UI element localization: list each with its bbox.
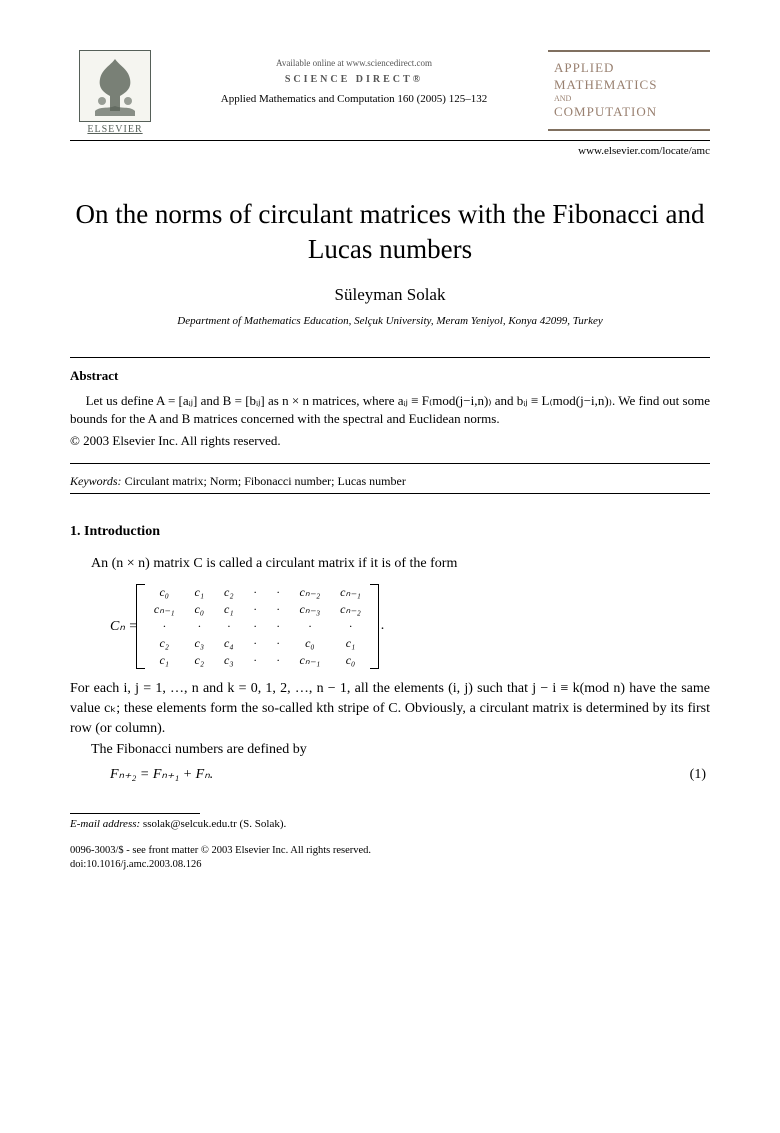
matrix-row: c₂c₃c₄··c₀c₁ [144,635,371,652]
front-matter: 0096-3003/$ - see front matter © 2003 El… [70,844,710,871]
keywords-label: Keywords: [70,474,122,488]
copyright-text: © 2003 Elsevier Inc. All rights reserved… [70,433,710,449]
header-center: Available online at www.sciencedirect.co… [160,50,548,105]
intro-paragraph-3: The Fibonacci numbers are defined by [70,740,710,760]
journal-box-line: APPLIED [554,60,704,77]
matrix-brackets: c₀c₁c₂··cₙ₋₂cₙ₋₁ cₙ₋₁c₀c₁··cₙ₋₃cₙ₋₂ ····… [144,584,371,669]
matrix-lhs: Cₙ = [110,618,138,635]
available-online-text: Available online at www.sciencedirect.co… [276,58,432,68]
locate-url[interactable]: www.elsevier.com/locate/amc [70,145,710,157]
footnote-author: (S. Solak). [237,818,287,830]
abstract-rule-mid [70,463,710,464]
matrix-row: ······· [144,618,371,635]
elsevier-tree-icon [79,50,151,122]
abstract-heading: Abstract [70,368,710,384]
footnote: E-mail address: ssolak@selcuk.edu.tr (S.… [70,818,710,830]
author-name: Süleyman Solak [70,285,710,305]
abstract-text: Let us define A = [aᵢⱼ] and B = [bᵢⱼ] as… [70,392,710,428]
footnote-rule [70,813,200,814]
equation-1: Fₙ₊₂ = Fₙ₊₁ + Fₙ. (1) [70,766,710,783]
footnote-email-label: E-mail address: [70,818,140,830]
keywords-text: Circulant matrix; Norm; Fibonacci number… [122,474,406,488]
affiliation: Department of Mathematics Education, Sel… [70,315,710,327]
abstract-rule-top [70,357,710,358]
matrix-table: c₀c₁c₂··cₙ₋₂cₙ₋₁ cₙ₋₁c₀c₁··cₙ₋₃cₙ₋₂ ····… [144,584,371,669]
equation-number: (1) [690,767,710,783]
footnote-email[interactable]: ssolak@selcuk.edu.tr [143,818,237,830]
header-row: ELSEVIER Available online at www.science… [70,50,710,135]
section-heading-introduction: 1. Introduction [70,524,710,540]
header-rule [70,140,710,141]
matrix-row: c₀c₁c₂··cₙ₋₂cₙ₋₁ [144,584,371,601]
matrix-row: cₙ₋₁c₀c₁··cₙ₋₃cₙ₋₂ [144,601,371,618]
doi-line: doi:10.1016/j.amc.2003.08.126 [70,858,710,872]
matrix-definition: Cₙ = c₀c₁c₂··cₙ₋₂cₙ₋₁ cₙ₋₁c₀c₁··cₙ₋₃cₙ₋₂… [110,584,710,669]
intro-paragraph-2: For each i, j = 1, …, n and k = 0, 1, 2,… [70,679,710,740]
matrix-row: c₁c₂c₃··cₙ₋₁c₀ [144,652,371,669]
journal-box-line: COMPUTATION [554,104,704,121]
abstract-rule-bottom [70,493,710,494]
journal-box-line: MATHEMATICS [554,77,704,94]
journal-title-box: APPLIED MATHEMATICS AND COMPUTATION [548,50,710,131]
publisher-block: ELSEVIER [70,50,160,135]
page-container: ELSEVIER Available online at www.science… [0,0,780,911]
publisher-label: ELSEVIER [87,124,142,135]
paper-title: On the norms of circulant matrices with … [70,197,710,267]
keywords-line: Keywords: Circulant matrix; Norm; Fibona… [70,474,710,489]
matrix-period: . [381,618,385,634]
journal-reference: Applied Mathematics and Computation 160 … [221,93,487,105]
journal-box-line: AND [554,94,704,104]
sciencedirect-logo: SCIENCE DIRECT® [285,74,423,85]
intro-paragraph-1: An (n × n) matrix C is called a circulan… [70,554,710,574]
equation-content: Fₙ₊₂ = Fₙ₊₁ + Fₙ. [70,766,213,783]
front-matter-line: 0096-3003/$ - see front matter © 2003 El… [70,844,710,858]
